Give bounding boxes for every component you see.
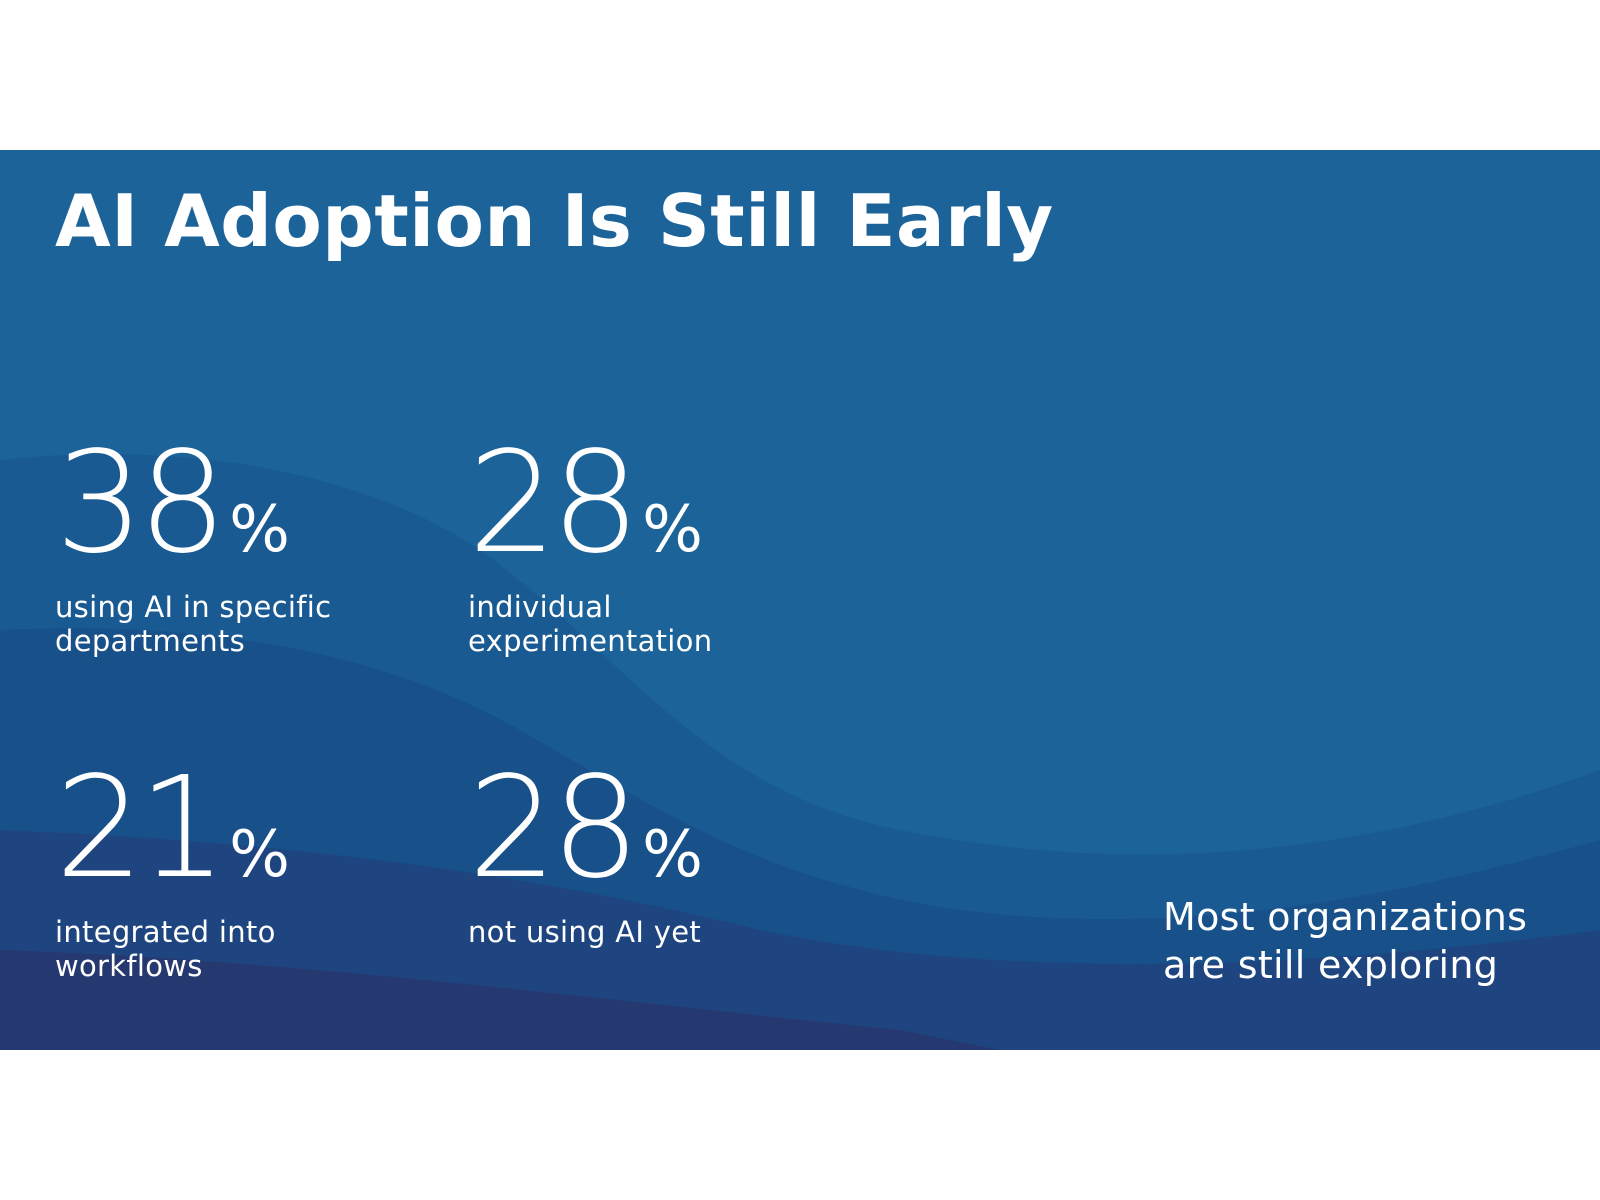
stat-figure: 21 % xyxy=(55,747,375,910)
stat-unit: % xyxy=(229,818,290,892)
stat-experimentation: 28 % individual experimentation xyxy=(468,422,788,659)
stat-figure: 28 % xyxy=(468,747,788,910)
stat-value: 38 xyxy=(55,422,227,585)
stat-figure: 28 % xyxy=(468,422,788,585)
stat-unit: % xyxy=(642,493,703,567)
stat-value: 28 xyxy=(468,422,640,585)
slide-title: AI Adoption Is Still Early xyxy=(55,179,1054,263)
stat-departments: 38 % using AI in specific departments xyxy=(55,422,375,659)
stat-figure: 38 % xyxy=(55,422,375,585)
stat-unit: % xyxy=(642,818,703,892)
stat-not-using: 28 % not using AI yet xyxy=(468,747,788,950)
stat-label: integrated into workflows xyxy=(55,915,276,983)
stat-unit: % xyxy=(229,493,290,567)
stat-value: 28 xyxy=(468,747,640,910)
stat-value: 21 xyxy=(55,747,227,910)
summary-note: Most organizations are still exploring xyxy=(1163,895,1528,987)
stat-workflows: 21 % integrated into workflows xyxy=(55,747,375,984)
wave-layer-4 xyxy=(0,950,1000,1050)
wave-background xyxy=(0,454,1600,1050)
stat-label: individual experimentation xyxy=(468,590,713,658)
stat-label: not using AI yet xyxy=(468,915,702,949)
slide: AI Adoption Is Still Early 38 % using AI… xyxy=(0,150,1600,1050)
stat-label: using AI in specific departments xyxy=(55,590,332,658)
